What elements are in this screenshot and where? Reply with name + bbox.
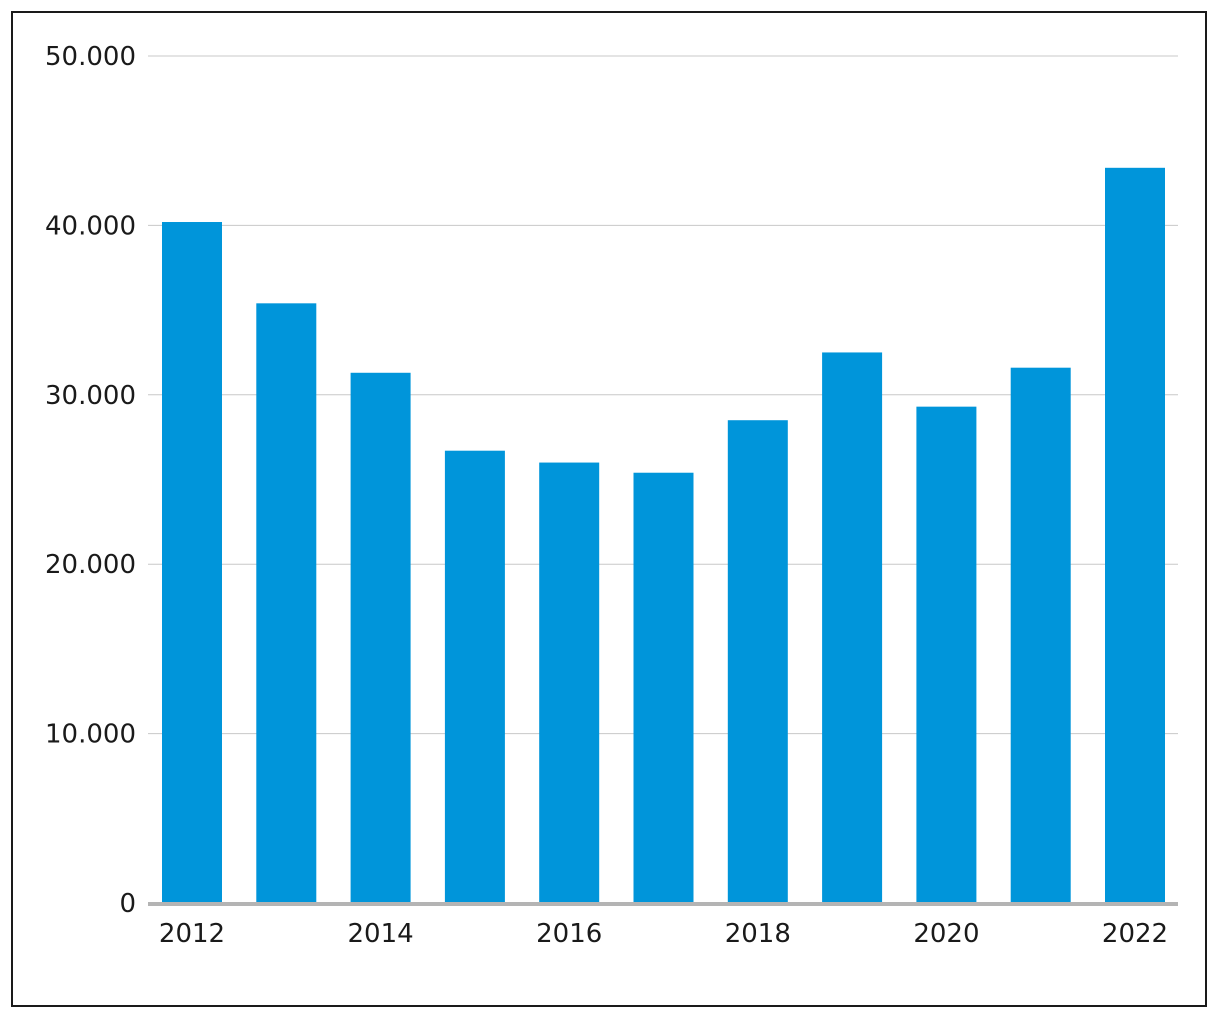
- x-tick-label: 2012: [159, 919, 225, 949]
- y-tick-label: 20.000: [45, 550, 136, 580]
- x-tick-label: 2018: [725, 919, 791, 949]
- x-tick-label: 2020: [913, 919, 979, 949]
- y-tick-label: 10.000: [45, 720, 136, 750]
- bar-2022: [1105, 167, 1165, 903]
- x-tick-label: 2022: [1102, 919, 1168, 949]
- y-tick-label: 0: [119, 889, 136, 919]
- bar-2014: [350, 372, 411, 903]
- x-axis-tick-labels: 2012 2014 2016 2018 2020 2022: [159, 919, 1168, 949]
- bar-2021: [1010, 367, 1071, 903]
- y-tick-label: 50.000: [45, 42, 136, 72]
- bar-2013: [256, 303, 317, 904]
- y-tick-label: 40.000: [45, 211, 136, 241]
- bar-2015: [444, 450, 505, 903]
- bar-2012: [162, 222, 222, 904]
- bar-2019: [822, 352, 883, 903]
- x-tick-label: 2016: [536, 919, 602, 949]
- x-tick-label: 2014: [348, 919, 414, 949]
- y-axis-tick-labels: 0 10.000 20.000 30.000 40.000 50.000: [45, 42, 136, 919]
- bar-2016: [539, 462, 600, 903]
- bar-2018: [727, 420, 788, 903]
- y-tick-label: 30.000: [45, 381, 136, 411]
- bars: [162, 167, 1165, 904]
- bar-2017: [633, 472, 694, 903]
- bar-2020: [916, 406, 977, 903]
